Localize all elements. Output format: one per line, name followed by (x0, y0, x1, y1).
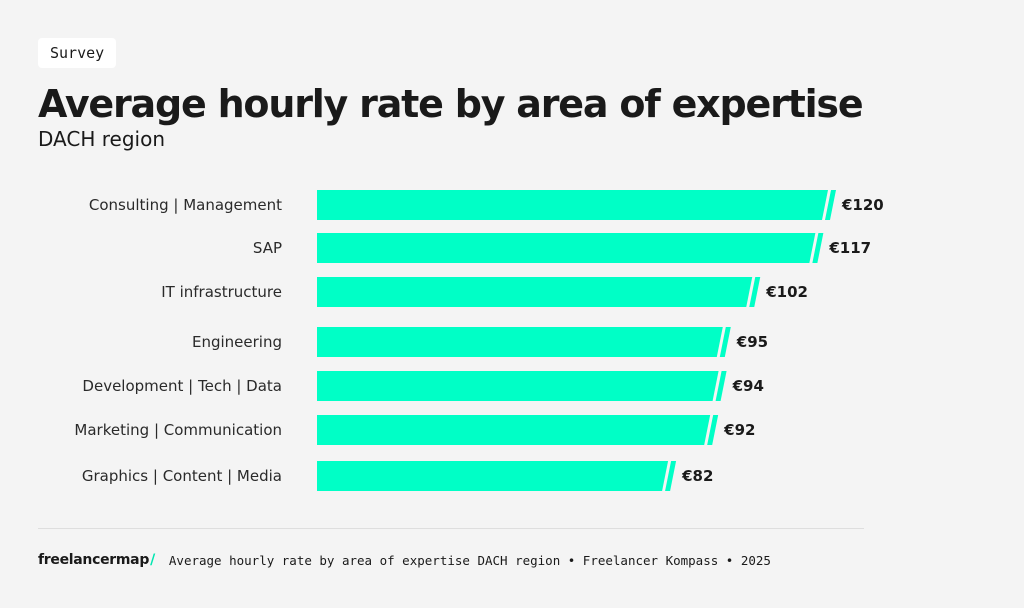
bar-3 (317, 327, 723, 357)
category-label-6: Graphics | Content | Media (82, 467, 282, 485)
category-label-3: Engineering (192, 333, 282, 351)
survey-tag: Survey (38, 38, 117, 68)
category-label-1: SAP (253, 239, 282, 257)
freelancermap-logo: freelancermap/ (38, 552, 155, 568)
bar-slash-0 (825, 190, 836, 220)
logo-slash: / (150, 552, 155, 568)
category-label-0: Consulting | Management (89, 196, 282, 214)
bar-5 (317, 415, 711, 445)
bar-slash-5 (707, 415, 719, 445)
value-label-6: €82 (681, 467, 713, 485)
value-label-2: €102 (765, 283, 808, 301)
chart-title: Average hourly rate by area of expertise (38, 82, 864, 126)
footer-caption: Average hourly rate by area of expertise… (168, 552, 771, 568)
value-label-3: €95 (736, 333, 768, 351)
bar-slash-3 (719, 327, 731, 357)
chart-subtitle: DACH region (38, 127, 165, 151)
bar-chart: Consulting | Management €120 SAP €117 IT inf… (74, 190, 884, 491)
bar-0 (317, 190, 828, 220)
category-label-5: Marketing | Communication (74, 421, 282, 439)
bar-6 (317, 461, 669, 491)
bar-1 (317, 233, 816, 263)
bar-2 (317, 277, 753, 307)
category-label-4: Development | Tech | Data (82, 377, 282, 395)
bar-slash-2 (749, 277, 761, 307)
bar-slash-4 (715, 371, 727, 401)
footer: freelancermap/ Average hourly rate by ar… (38, 552, 771, 568)
logo-text: freelancermap (38, 552, 150, 568)
bar-slash-1 (812, 233, 824, 263)
value-label-1: €117 (828, 239, 871, 257)
bar-slash-6 (665, 461, 677, 491)
value-label-4: €94 (732, 377, 764, 395)
category-label-2: IT infrastructure (161, 283, 282, 301)
value-label-0: €120 (841, 196, 884, 214)
footer-divider (38, 528, 864, 529)
value-label-5: €92 (723, 421, 755, 439)
bar-4 (317, 371, 719, 401)
